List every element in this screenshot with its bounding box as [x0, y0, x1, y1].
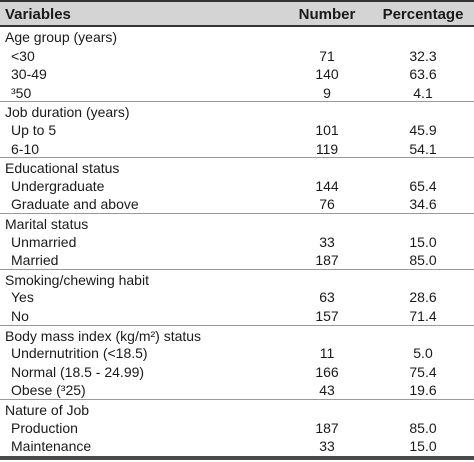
- row-number: 157: [315, 308, 339, 324]
- row-number: 9: [323, 84, 331, 101]
- row-percentage: 85.0: [409, 419, 437, 436]
- header-variables: Variables: [5, 6, 71, 23]
- row-label: Maintenance: [11, 438, 92, 455]
- row-label: Undernutrition (<18.5): [11, 345, 148, 362]
- row-percentage: 63.6: [409, 66, 437, 83]
- row-number: 33: [319, 233, 335, 250]
- group-label: Job duration (years): [5, 104, 130, 121]
- group-row: Age group (years): [0, 27, 474, 45]
- row-label: Normal (18.5 - 24.99): [11, 363, 145, 380]
- row-label: Obese (³25): [11, 382, 86, 399]
- table-row: Undernutrition (<18.5) 11 5.0: [0, 343, 474, 361]
- row-number: 187: [315, 419, 339, 436]
- row-number: 144: [315, 177, 339, 194]
- row-label: Married: [11, 252, 59, 269]
- row-label: ³50: [11, 84, 32, 101]
- row-percentage: 32.3: [409, 47, 437, 64]
- row-number: 63: [319, 289, 335, 306]
- row-number: 166: [315, 363, 339, 380]
- row-percentage: 45.9: [409, 122, 437, 138]
- row-percentage: 71.4: [409, 308, 437, 324]
- group-row: Smoking/chewing habit: [0, 268, 474, 288]
- group-row: Nature of Job: [0, 399, 474, 418]
- group-label: Educational status: [5, 160, 120, 177]
- group-label: Marital status: [5, 216, 89, 232]
- group-row: Body mass index (kg/m²) status: [0, 324, 474, 344]
- table-row: ³50 9 4.1: [0, 83, 474, 101]
- table-row: Production 187 85.0: [0, 418, 474, 436]
- row-number: 43: [319, 382, 335, 399]
- table-row: Normal (18.5 - 24.99) 166 75.4: [0, 362, 474, 380]
- header-percentage: Percentage: [382, 6, 464, 23]
- table-bottom-rule: [0, 456, 474, 460]
- table-row: Obese (³25) 43 19.6: [0, 380, 474, 398]
- table-row: Maintenance 33 15.0: [0, 436, 474, 454]
- row-label: <30: [11, 47, 35, 64]
- row-label: Graduate and above: [11, 196, 139, 213]
- group-label: Nature of Job: [5, 402, 90, 418]
- table-header: Variables Number Percentage: [0, 0, 474, 27]
- table-row: <30 71 32.3: [0, 46, 474, 64]
- row-number: 187: [315, 252, 339, 269]
- row-label: No: [11, 308, 29, 324]
- table-row: Married 187 85.0: [0, 250, 474, 268]
- row-percentage: 75.4: [409, 363, 437, 380]
- group-row: Educational status: [0, 157, 474, 176]
- table-row: Yes 63 28.6: [0, 287, 474, 305]
- table-row: Undergraduate 144 65.4: [0, 176, 474, 194]
- row-percentage: 15.0: [409, 233, 437, 250]
- row-percentage: 19.6: [409, 382, 437, 399]
- row-label: Production: [11, 419, 78, 436]
- row-percentage: 34.6: [409, 196, 437, 213]
- row-percentage: 65.4: [409, 177, 437, 194]
- row-label: 30-49: [11, 66, 47, 83]
- row-number: 119: [315, 140, 339, 157]
- table-row: 6-10 119 54.1: [0, 139, 474, 157]
- row-percentage: 15.0: [409, 438, 437, 455]
- row-label: Yes: [11, 289, 34, 306]
- row-percentage: 5.0: [413, 345, 433, 362]
- group-row: Job duration (years): [0, 101, 474, 120]
- row-number: 11: [319, 345, 335, 362]
- header-number: Number: [298, 6, 356, 23]
- row-percentage: 4.1: [413, 84, 433, 101]
- row-label: 6-10: [11, 140, 40, 157]
- row-number: 101: [315, 122, 339, 138]
- table-row: No 157 71.4: [0, 306, 474, 324]
- group-label: Age group (years): [5, 29, 118, 45]
- row-number: 71: [319, 47, 335, 64]
- row-percentage: 28.6: [409, 289, 437, 306]
- table-row: 30-49 140 63.6: [0, 64, 474, 82]
- group-label: Smoking/chewing habit: [5, 271, 149, 288]
- table-row: Unmarried 33 15.0: [0, 232, 474, 250]
- row-number: 33: [319, 438, 335, 455]
- row-label: Undergraduate: [11, 177, 105, 194]
- row-label: Unmarried: [11, 233, 77, 250]
- row-number: 76: [319, 196, 335, 213]
- row-label: Up to 5: [11, 122, 57, 138]
- row-number: 140: [315, 66, 339, 83]
- table-row: Graduate and above 76 34.6: [0, 194, 474, 212]
- group-row: Marital status: [0, 213, 474, 232]
- row-percentage: 85.0: [409, 252, 437, 269]
- table-row: Up to 5 101 45.9: [0, 120, 474, 138]
- group-label: Body mass index (kg/m²) status: [5, 327, 202, 344]
- row-percentage: 54.1: [409, 140, 437, 157]
